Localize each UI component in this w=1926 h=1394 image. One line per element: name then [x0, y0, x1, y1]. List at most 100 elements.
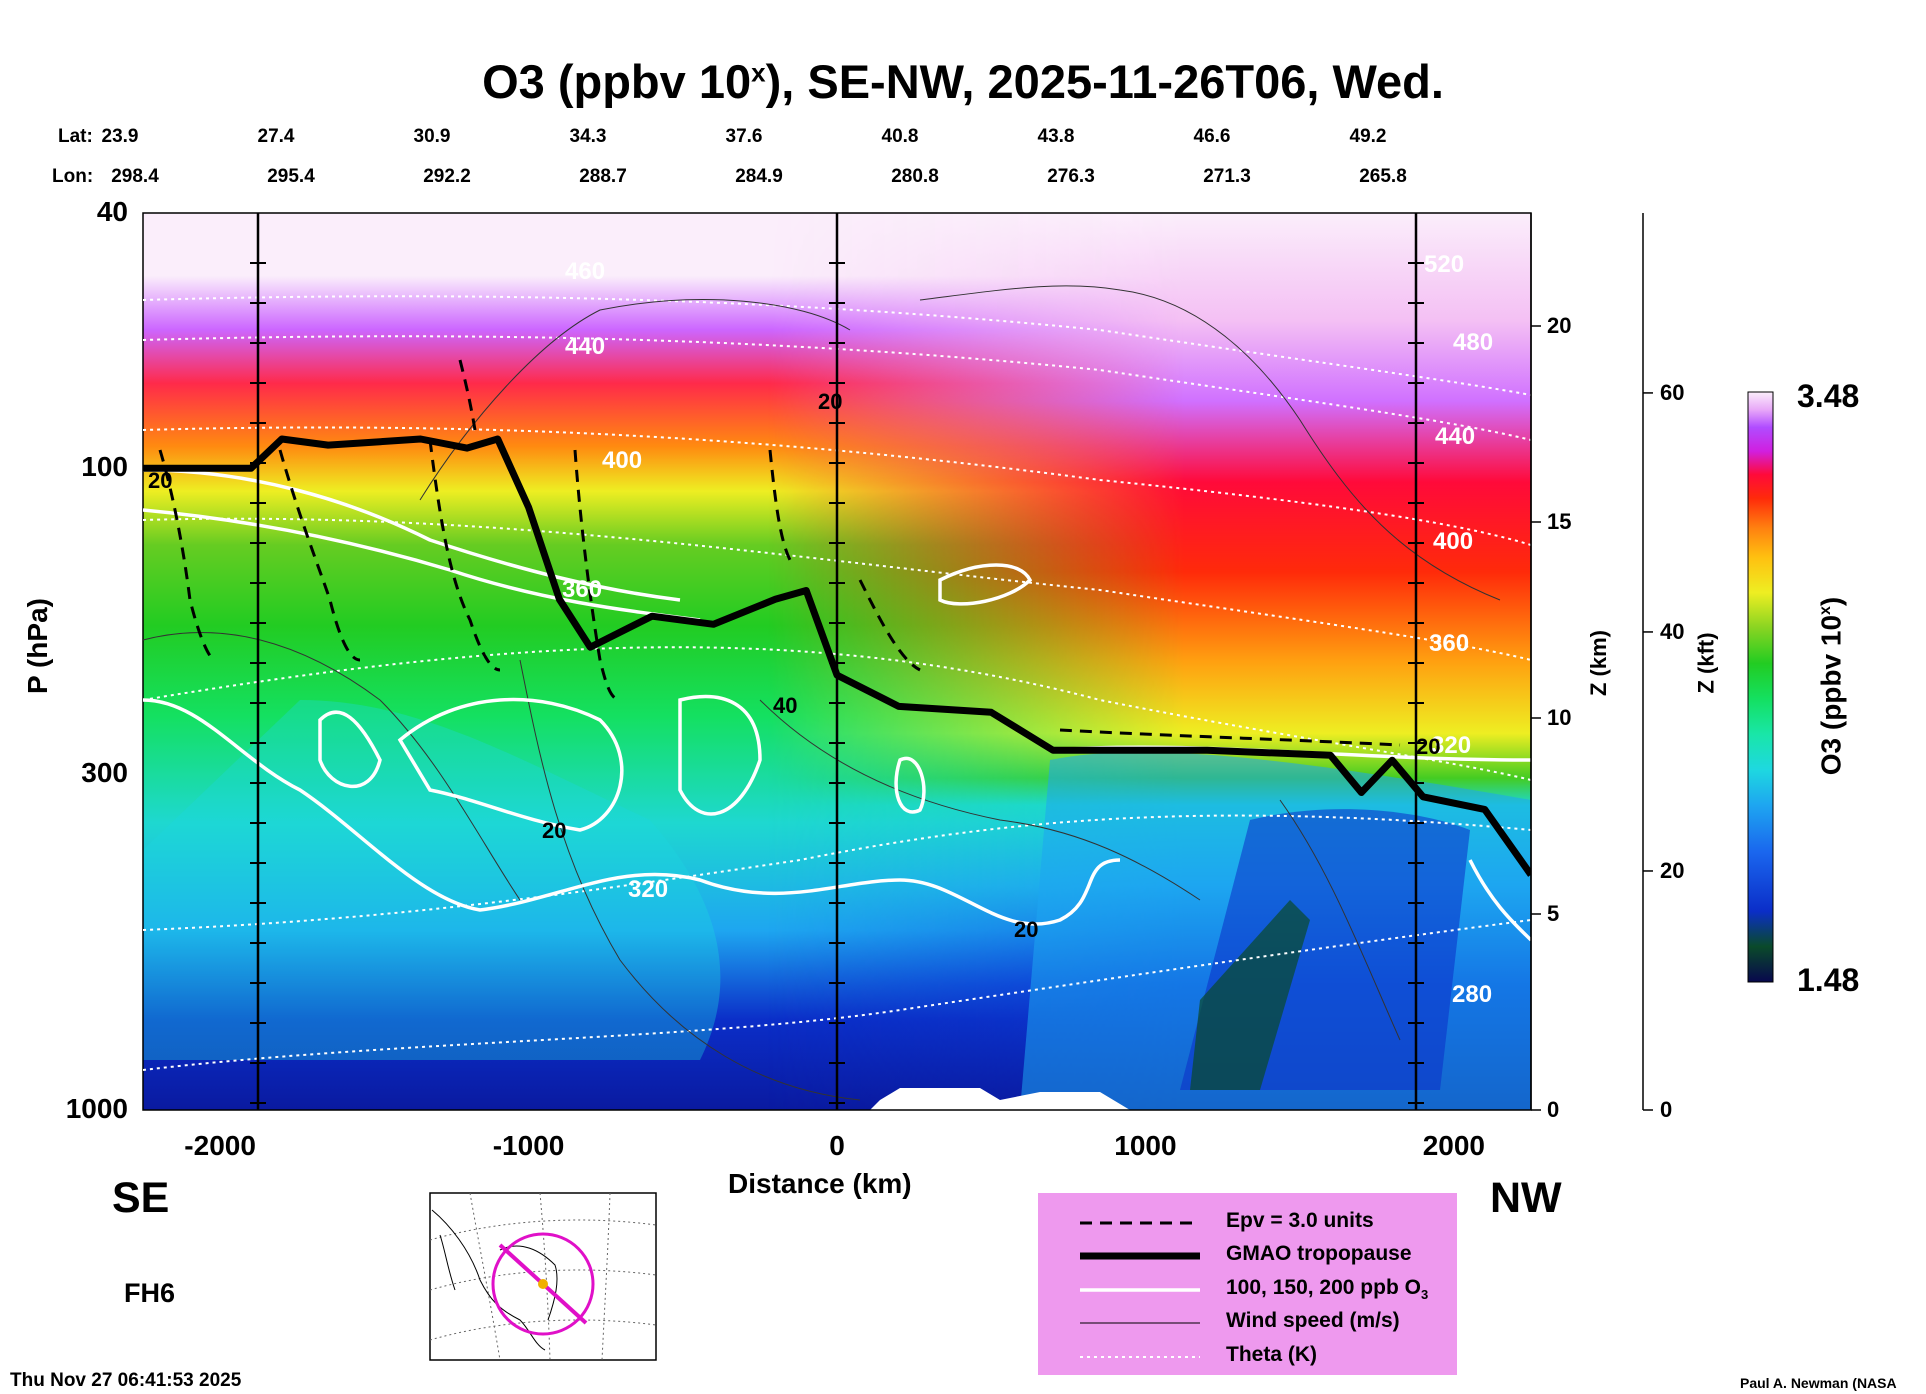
- theta-label: 360: [1429, 630, 1470, 657]
- theta-label: 440: [1435, 423, 1476, 450]
- wind-line: [419, 299, 851, 501]
- theta-label: 320: [628, 876, 669, 903]
- x-tick-label: 2000: [1422, 1130, 1486, 1161]
- chart-title: O3 (ppbv 10x), SE-NW, 2025-11-26T06, Wed…: [482, 55, 1444, 108]
- y-tick-label: 1000: [65, 1093, 128, 1124]
- lat-value: 37.6: [725, 126, 763, 147]
- x-tick-label: -1000: [492, 1130, 565, 1161]
- epv-line: [858, 579, 921, 672]
- wind-label: 20: [818, 389, 843, 414]
- z-kft-tick-label: 60: [1660, 379, 1685, 405]
- wind-speed-contours: [143, 285, 1501, 1101]
- y-tick-label: 300: [81, 757, 128, 789]
- z-km-tick-label: 15: [1547, 509, 1572, 534]
- theta-label: 360: [562, 576, 603, 603]
- epv-line: [768, 449, 792, 561]
- wind-label: 40: [773, 693, 798, 718]
- lat-value: 23.9: [101, 126, 139, 147]
- theta-line: [143, 646, 1531, 781]
- epv-line: [1059, 728, 1401, 747]
- y-tick-label: 100: [81, 451, 128, 483]
- theta-label: 400: [1433, 528, 1474, 555]
- z-kft-tick-label: 20: [1660, 857, 1685, 883]
- wind-label: 20: [1014, 917, 1039, 942]
- z-kft-tick-label: 0: [1660, 1097, 1673, 1122]
- o3-contour: [894, 756, 926, 814]
- colorbar-title: O3 (ppbv 10x): [1815, 596, 1847, 776]
- theta-label: 480: [1453, 329, 1494, 356]
- lon-value: 271.3: [1203, 166, 1251, 187]
- theta-line: [143, 295, 1531, 396]
- legend-label-epv: Epv = 3.0 units: [1226, 1209, 1374, 1232]
- epv-line: [158, 449, 216, 662]
- colorbar: [1747, 391, 1774, 983]
- o3-contour: [143, 468, 681, 602]
- o3-contour: [143, 698, 1121, 926]
- epv-contours: [158, 359, 1401, 747]
- lat-value: 34.3: [569, 126, 607, 147]
- y-axis-label: P (hPa): [21, 598, 53, 694]
- locator-map: [429, 1192, 657, 1361]
- theta-line: [143, 426, 1531, 546]
- o3-contour: [938, 563, 1033, 606]
- vertical-tick-marks: [250, 262, 1424, 1104]
- lon-value: 276.3: [1047, 166, 1095, 187]
- wind-line: [519, 659, 861, 1101]
- wind-line: [1279, 799, 1401, 1041]
- lat-value: 30.9: [413, 126, 451, 147]
- theta-label: 520: [1424, 251, 1465, 278]
- wind-label: 20: [148, 468, 173, 493]
- lat-label: Lat:: [58, 126, 93, 147]
- z-km-tick-label: 20: [1547, 313, 1572, 338]
- credit: Paul A. Newman (NASA: [1740, 1375, 1897, 1391]
- z-kft-tick-label: 40: [1660, 618, 1685, 644]
- theta-line: [143, 814, 1531, 931]
- wind-line: [919, 285, 1501, 601]
- o3-contour: [678, 694, 762, 816]
- lat-value: 40.8: [881, 126, 919, 147]
- lon-value: 292.2: [423, 166, 471, 187]
- left-direction-label: SE: [112, 1174, 170, 1222]
- wind-line: [759, 699, 1201, 901]
- lat-value: 49.2: [1349, 126, 1387, 147]
- theta-contours: [143, 295, 1531, 1071]
- lon-value: 280.8: [891, 166, 939, 187]
- legend-label-theta: Theta (K): [1226, 1343, 1317, 1366]
- lon-value: 295.4: [267, 166, 315, 187]
- y-tick-label: 40: [96, 196, 128, 227]
- forecast-hour-label: FH6: [124, 1278, 176, 1308]
- z-km-tick-label: 5: [1547, 901, 1560, 926]
- x-tick-label: 1000: [1114, 1130, 1177, 1161]
- colorbar-max-label: 3.48: [1797, 378, 1860, 414]
- theta-label: 280: [1452, 981, 1493, 1008]
- o3-contour: [1468, 859, 1531, 942]
- epv-line: [458, 359, 477, 431]
- theta-line: [143, 335, 1531, 441]
- right-direction-label: NW: [1490, 1174, 1562, 1222]
- legend-label-wind: Wind speed (m/s): [1226, 1309, 1400, 1332]
- colorbar-min-label: 1.48: [1797, 962, 1860, 998]
- lon-value: 265.8: [1359, 166, 1407, 187]
- legend-label-o3: 100, 150, 200 ppb O3: [1226, 1276, 1429, 1303]
- o3-contour: [143, 508, 701, 622]
- theta-label: 320: [1431, 732, 1472, 759]
- epv-line: [428, 439, 501, 672]
- theta-line: [143, 919, 1531, 1071]
- timestamp: Thu Nov 27 06:41:53 2025: [10, 1370, 242, 1391]
- lon-label: Lon:: [52, 166, 94, 187]
- x-tick-label: 0: [829, 1130, 845, 1161]
- lat-value: 46.6: [1193, 126, 1231, 147]
- gmao-tropopause-line: [143, 435, 1531, 877]
- wind-line: [143, 632, 521, 901]
- theta-line: [143, 517, 1531, 661]
- z-km-tick-label: 0: [1547, 1097, 1560, 1122]
- o3-contour: [397, 697, 624, 832]
- wind-label: 20: [1416, 734, 1441, 759]
- z-km-tick-label: 10: [1547, 705, 1572, 730]
- lat-value: 43.8: [1037, 126, 1075, 147]
- theta-label: 440: [565, 333, 606, 360]
- epv-line: [278, 449, 361, 662]
- o3-contour: [318, 710, 382, 789]
- epv-line: [573, 449, 621, 702]
